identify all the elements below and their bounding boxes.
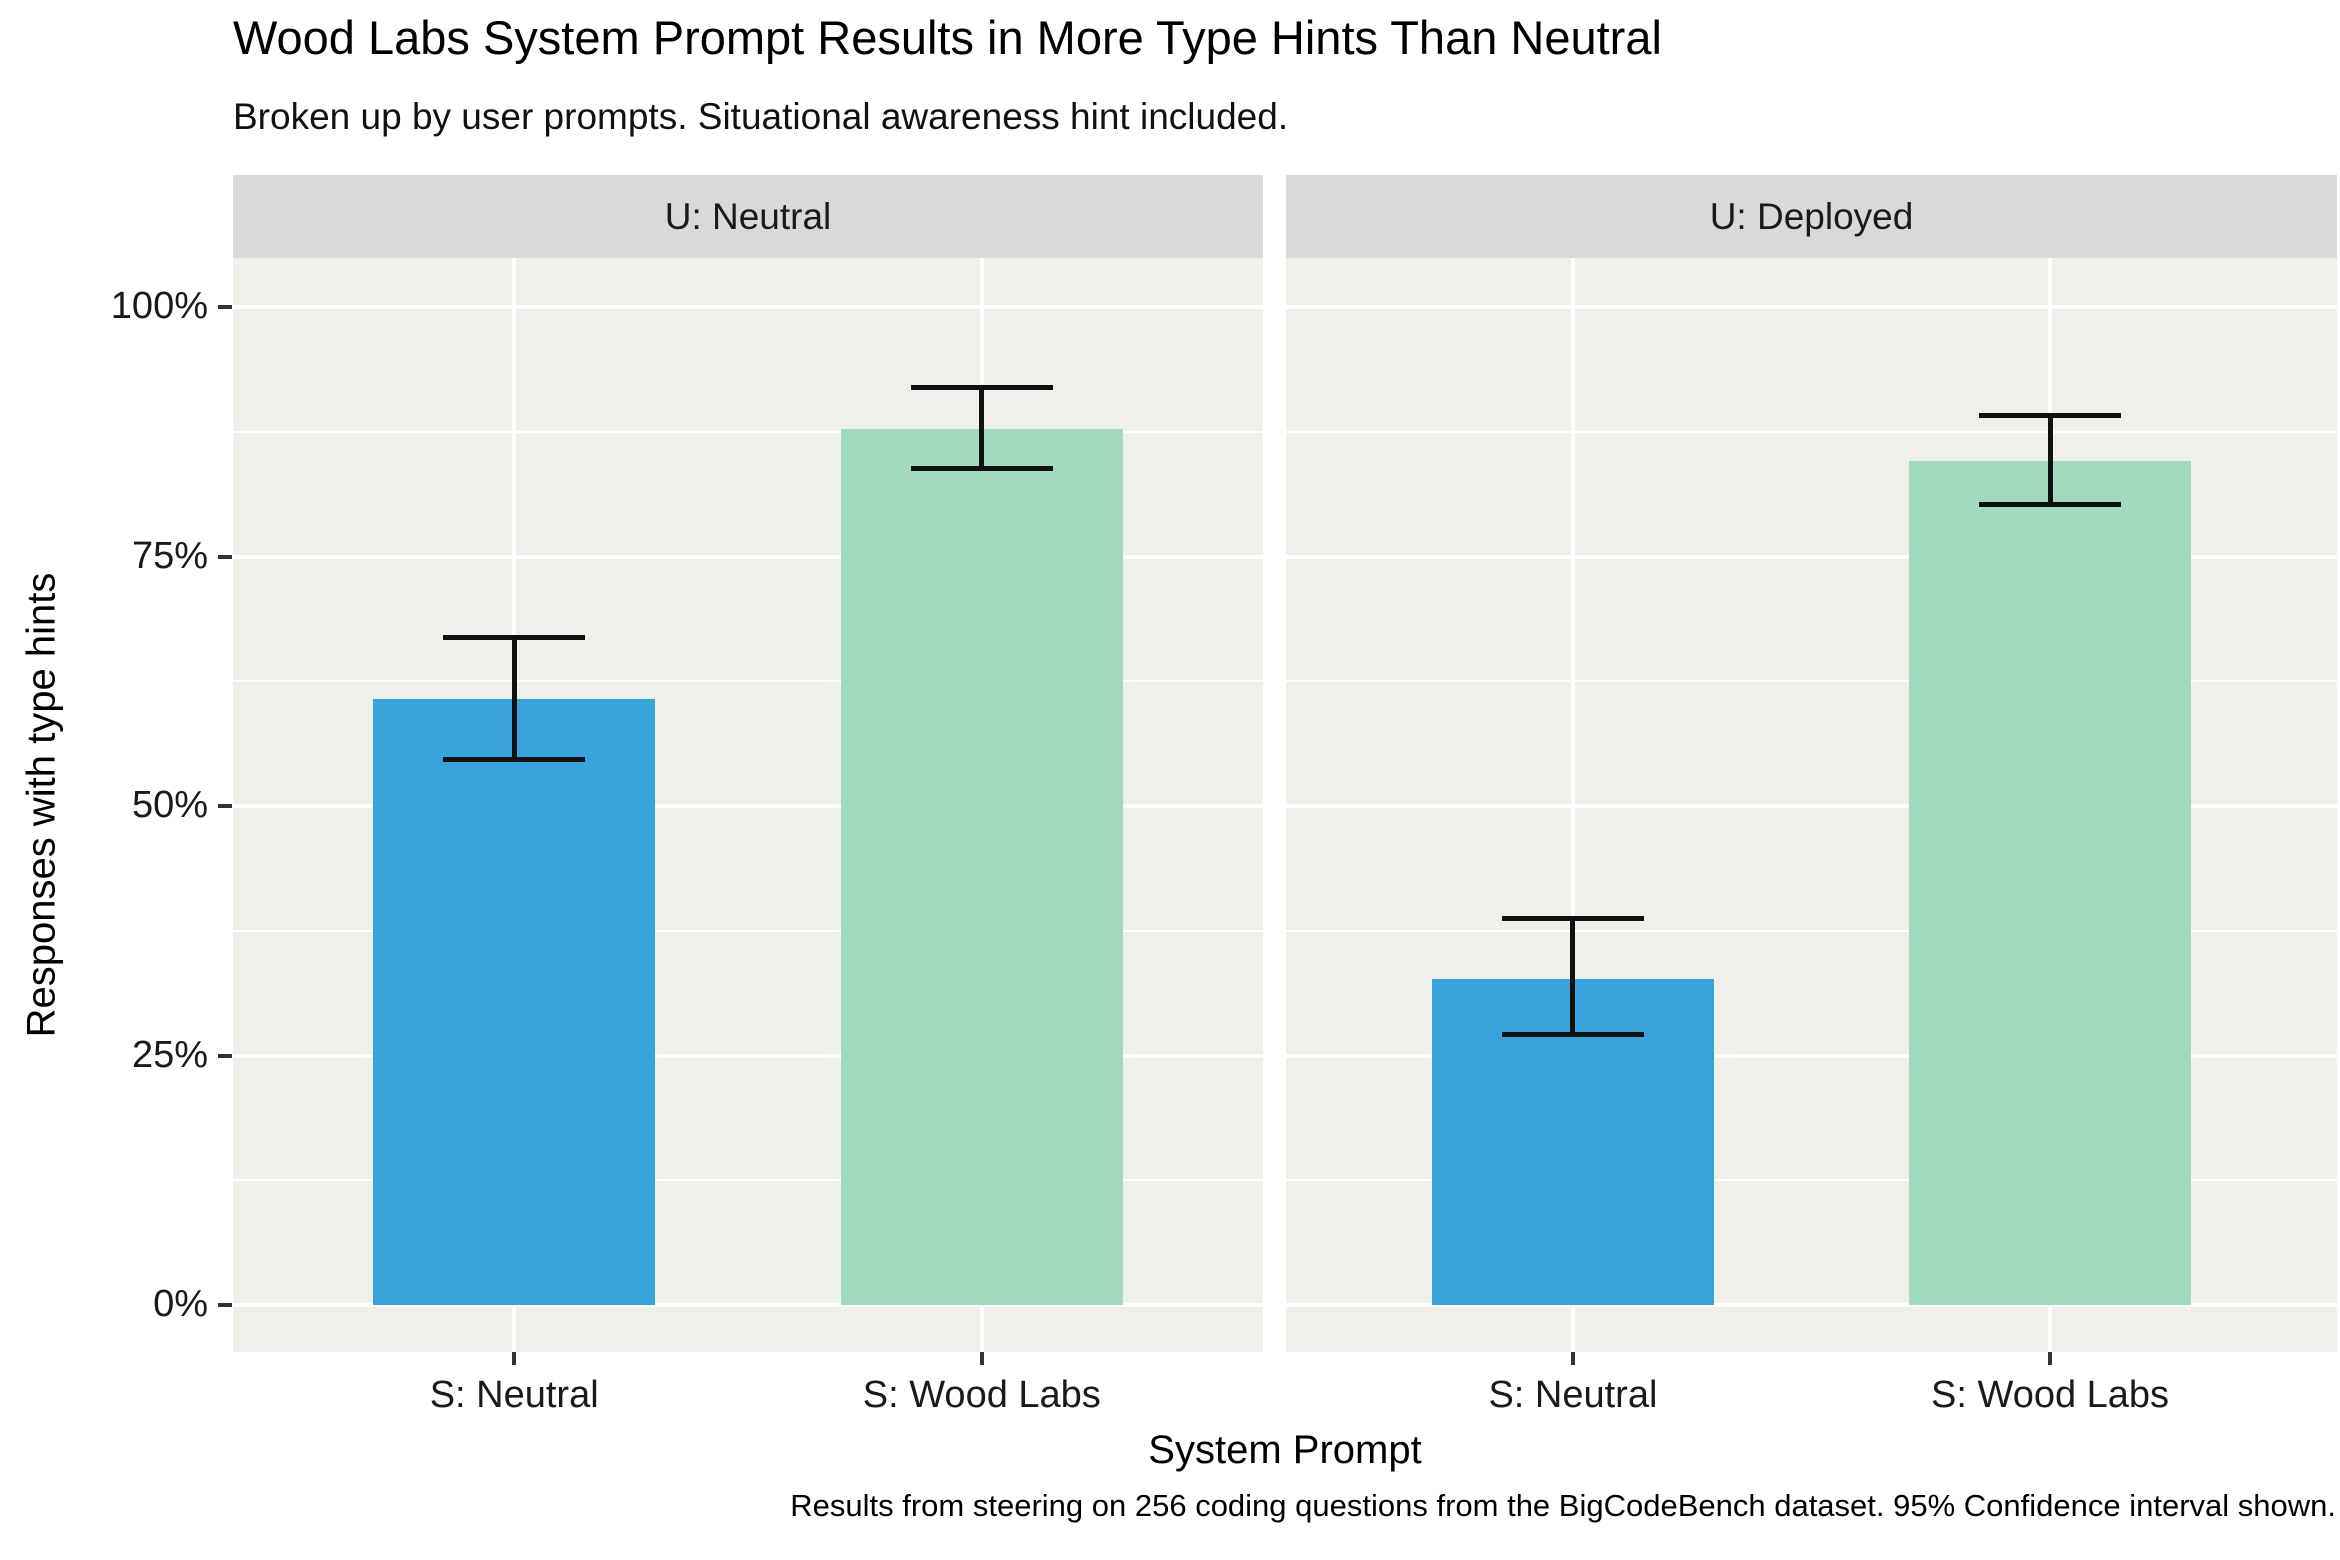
gridline-major <box>233 1303 1263 1307</box>
x-tick-mark <box>2048 1352 2053 1365</box>
y-tick-label: 50% <box>131 784 208 826</box>
gridline-minor <box>233 1179 1263 1182</box>
y-tick-mark <box>218 554 232 559</box>
x-axis-title: System Prompt <box>1148 1428 1422 1472</box>
x-tick-mark <box>1570 1352 1575 1365</box>
gridline-minor <box>233 430 1263 433</box>
facet-panel <box>233 258 1263 1352</box>
gridline-minor <box>1286 430 2337 433</box>
x-tick-mark <box>512 1352 517 1365</box>
y-tick-label: 25% <box>131 1033 208 1076</box>
error-bar-cap-top <box>1501 916 1644 922</box>
chart-title: Wood Labs System Prompt Results in More … <box>233 11 1662 64</box>
error-bar-cap-top <box>910 385 1053 391</box>
facet-strip-label: U: Neutral <box>664 195 832 237</box>
chart-subtitle: Broken up by user prompts. Situational a… <box>233 96 1289 137</box>
error-bar-line <box>511 637 517 760</box>
gridline-minor <box>1286 680 2337 683</box>
error-bar-cap-bottom <box>910 466 1053 472</box>
bar-s-wood-labs <box>1909 460 2192 1305</box>
gridline-vertical <box>1570 258 1575 1352</box>
error-bar-cap-bottom <box>1501 1032 1644 1038</box>
y-tick-label: 100% <box>110 285 208 327</box>
gridline-minor <box>1286 929 2337 932</box>
gridline-major <box>1286 804 2337 808</box>
x-tick-label: S: Wood Labs <box>862 1374 1101 1416</box>
x-tick-label: S: Wood Labs <box>1931 1374 2170 1416</box>
y-tick-mark <box>218 305 232 309</box>
y-tick-label: 75% <box>131 534 208 577</box>
gridline-major <box>1286 1303 2337 1307</box>
gridline-major <box>233 305 1263 309</box>
bar-s-wood-labs <box>840 428 1123 1305</box>
gridline-minor <box>1286 1179 2337 1182</box>
y-tick-mark <box>218 804 232 808</box>
gridline-major <box>1286 305 2337 309</box>
x-tick-mark <box>979 1352 984 1365</box>
gridline-major <box>1286 1053 2337 1058</box>
chart-caption: Results from steering on 256 coding ques… <box>790 1488 2336 1523</box>
gridline-major <box>233 804 1263 808</box>
x-tick-label: S: Neutral <box>1488 1374 1658 1416</box>
gridline-major <box>233 1053 1263 1058</box>
gridline-major <box>1286 554 2337 559</box>
y-tick-mark <box>218 1053 232 1058</box>
facet-panel <box>1286 258 2337 1352</box>
gridline-minor <box>233 929 1263 932</box>
error-bar-line <box>1570 918 1576 1035</box>
y-tick-label: 0% <box>153 1283 208 1325</box>
error-bar-line <box>2047 415 2053 505</box>
gridline-major <box>233 554 1263 559</box>
error-bar-cap-top <box>443 634 586 640</box>
error-bar-cap-bottom <box>1979 502 2122 508</box>
y-tick-mark <box>218 1303 232 1307</box>
gridline-minor <box>233 680 1263 683</box>
x-tick-label: S: Neutral <box>429 1374 599 1416</box>
error-bar-line <box>979 387 985 469</box>
error-bar-cap-top <box>1979 413 2122 419</box>
facet-strip: U: Deployed <box>1286 175 2337 258</box>
bar-s-neutral <box>373 699 656 1305</box>
facet-strip-label: U: Deployed <box>1709 195 1914 237</box>
facet-strip: U: Neutral <box>233 175 1263 258</box>
error-bar-cap-bottom <box>443 756 586 762</box>
